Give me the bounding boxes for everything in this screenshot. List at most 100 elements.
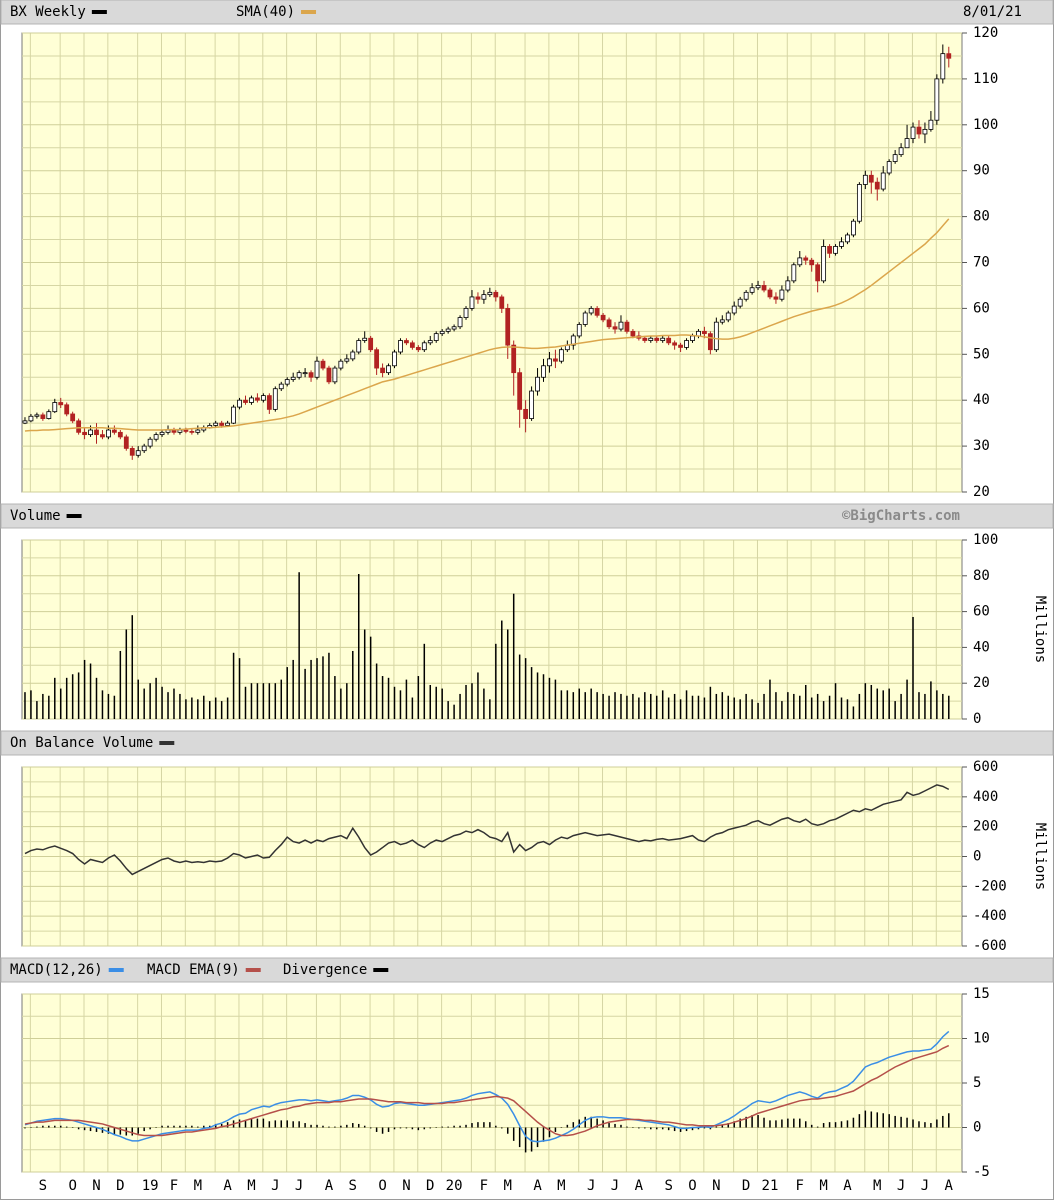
bar bbox=[942, 693, 944, 719]
candle-body bbox=[946, 53, 952, 59]
bar bbox=[679, 1127, 682, 1132]
legend-swatch bbox=[373, 968, 389, 972]
bar bbox=[304, 1123, 306, 1128]
bar bbox=[417, 676, 420, 719]
bar bbox=[155, 1127, 157, 1128]
x-tick-label: J bbox=[921, 1178, 929, 1194]
y-tick-label: 110 bbox=[973, 71, 998, 87]
x-tick-label: M bbox=[247, 1178, 255, 1194]
bar bbox=[441, 1126, 443, 1128]
bar bbox=[167, 1125, 169, 1128]
bar bbox=[465, 684, 467, 719]
candle-body bbox=[558, 349, 564, 362]
bar bbox=[286, 667, 288, 719]
bar bbox=[542, 1127, 545, 1142]
bar bbox=[685, 1127, 688, 1132]
legend-swatch bbox=[245, 968, 261, 972]
candle-body bbox=[22, 420, 28, 424]
header-bar bbox=[0, 957, 1054, 983]
candle-body bbox=[487, 291, 493, 296]
y-tick-label: 60 bbox=[973, 300, 990, 316]
bar bbox=[924, 693, 926, 719]
candle-body bbox=[350, 351, 356, 360]
bar bbox=[691, 1127, 694, 1131]
bar bbox=[804, 684, 807, 719]
candle-body bbox=[64, 404, 70, 415]
bar bbox=[173, 1125, 175, 1128]
y-tick-label: 20 bbox=[973, 484, 990, 500]
candle-body bbox=[94, 429, 99, 436]
bar bbox=[340, 688, 342, 719]
bar bbox=[489, 1122, 491, 1128]
candle-body bbox=[600, 314, 606, 321]
candle-body bbox=[272, 388, 278, 410]
bar bbox=[89, 1127, 92, 1132]
candle-body bbox=[904, 138, 910, 149]
x-tick-label: S bbox=[349, 1178, 357, 1194]
candle-body bbox=[457, 317, 463, 328]
bar bbox=[620, 1124, 622, 1128]
candle-body bbox=[862, 174, 868, 185]
x-tick-label: O bbox=[688, 1178, 696, 1194]
x-tick-label: A bbox=[223, 1178, 232, 1194]
candle-body bbox=[76, 420, 82, 433]
y-tick-label: 400 bbox=[973, 789, 998, 805]
bar bbox=[256, 1118, 259, 1128]
bar bbox=[626, 695, 628, 719]
bar bbox=[542, 674, 545, 719]
candle-body bbox=[934, 78, 940, 121]
bar bbox=[769, 1120, 771, 1128]
bar bbox=[793, 693, 795, 719]
candle-body bbox=[517, 372, 523, 410]
bar bbox=[673, 1127, 676, 1132]
y-tick-label: 10 bbox=[973, 1031, 990, 1047]
candle-body bbox=[58, 402, 64, 406]
candle-body bbox=[475, 296, 481, 300]
bar bbox=[208, 701, 211, 719]
bar bbox=[882, 1113, 884, 1128]
bar bbox=[930, 1123, 932, 1128]
bar bbox=[799, 695, 801, 719]
bar bbox=[834, 1122, 837, 1128]
bar bbox=[733, 1121, 735, 1128]
bar bbox=[632, 693, 634, 719]
bar bbox=[810, 697, 813, 719]
bar bbox=[655, 695, 658, 719]
bar bbox=[137, 1127, 139, 1134]
candle-body bbox=[922, 128, 928, 135]
candle-body bbox=[737, 298, 743, 307]
bar bbox=[948, 1113, 950, 1128]
y-tick-label: -200 bbox=[973, 878, 1007, 894]
candle-body bbox=[916, 126, 922, 135]
bar bbox=[948, 695, 950, 719]
bar bbox=[131, 615, 134, 719]
bar bbox=[590, 688, 592, 719]
bar bbox=[828, 1122, 831, 1128]
series-line bbox=[24, 1044, 950, 1137]
bar bbox=[518, 654, 521, 719]
bar bbox=[912, 1119, 914, 1128]
candle-body bbox=[368, 337, 374, 351]
bar bbox=[483, 688, 485, 719]
bar bbox=[894, 1115, 896, 1128]
bar bbox=[804, 1121, 807, 1128]
bar bbox=[149, 1127, 151, 1130]
bar bbox=[554, 1127, 557, 1132]
y-tick-label: 0 bbox=[973, 1120, 981, 1136]
bar bbox=[924, 1122, 926, 1128]
legend-label: Volume bbox=[10, 508, 61, 524]
bar bbox=[518, 1127, 521, 1148]
candle-body bbox=[332, 367, 338, 383]
candle-body bbox=[582, 312, 588, 325]
candle-body bbox=[195, 429, 201, 433]
bar bbox=[864, 1110, 867, 1128]
y-tick-label: 80 bbox=[973, 568, 990, 584]
bar bbox=[644, 1127, 646, 1129]
bar bbox=[739, 699, 741, 719]
bar bbox=[864, 683, 867, 719]
x-tick-label: J bbox=[611, 1178, 619, 1194]
bar bbox=[393, 1127, 396, 1130]
x-tick-label: D bbox=[116, 1178, 124, 1194]
candle-body bbox=[779, 289, 785, 300]
candle-body bbox=[702, 330, 707, 335]
